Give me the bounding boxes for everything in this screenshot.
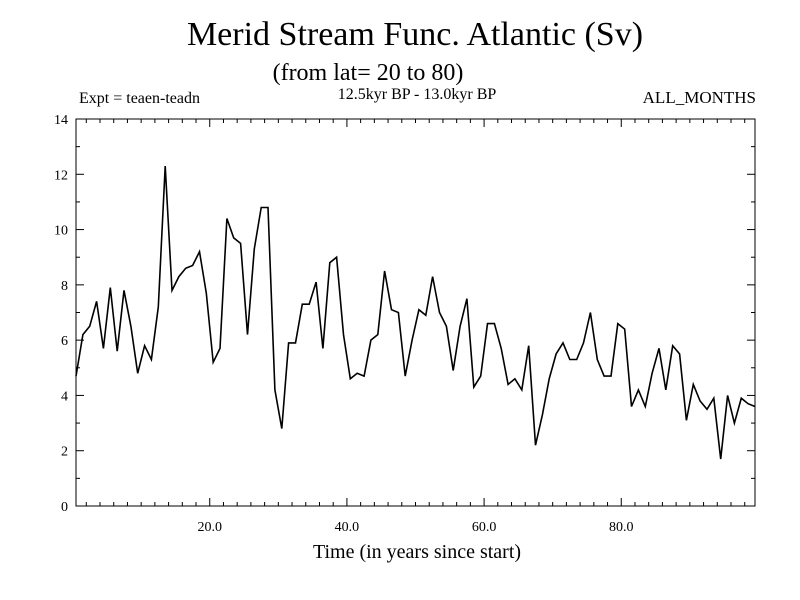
plot-frame	[75, 118, 756, 507]
y-tick-label: 10	[54, 224, 68, 239]
data-series-line	[75, 165, 756, 460]
y-tick-label: 8	[61, 279, 68, 294]
y-tick-label: 2	[61, 445, 68, 460]
chart-subtitle: (from lat= 20 to 80)	[272, 60, 464, 86]
period-label: 12.5kyr BP - 13.0kyr BP	[337, 86, 497, 103]
experiment-label: Expt = teaen-teadn	[79, 90, 200, 107]
y-tick-label: 6	[61, 334, 68, 349]
months-label: ALL_MONTHS	[642, 88, 756, 107]
y-tick-label: 0	[61, 500, 68, 515]
y-tick-label: 4	[61, 389, 68, 404]
y-tick-label: 14	[54, 113, 68, 128]
x-tick-label: 40.0	[335, 520, 360, 535]
x-tick-label: 80.0	[609, 520, 634, 535]
chart-title: Merid Stream Func. Atlantic (Sv)	[186, 16, 644, 53]
x-tick-label: 20.0	[197, 520, 222, 535]
x-tick-label: 60.0	[472, 520, 497, 535]
y-tick-label: 12	[54, 168, 68, 183]
x-axis-label: Time (in years since start)	[312, 541, 522, 563]
